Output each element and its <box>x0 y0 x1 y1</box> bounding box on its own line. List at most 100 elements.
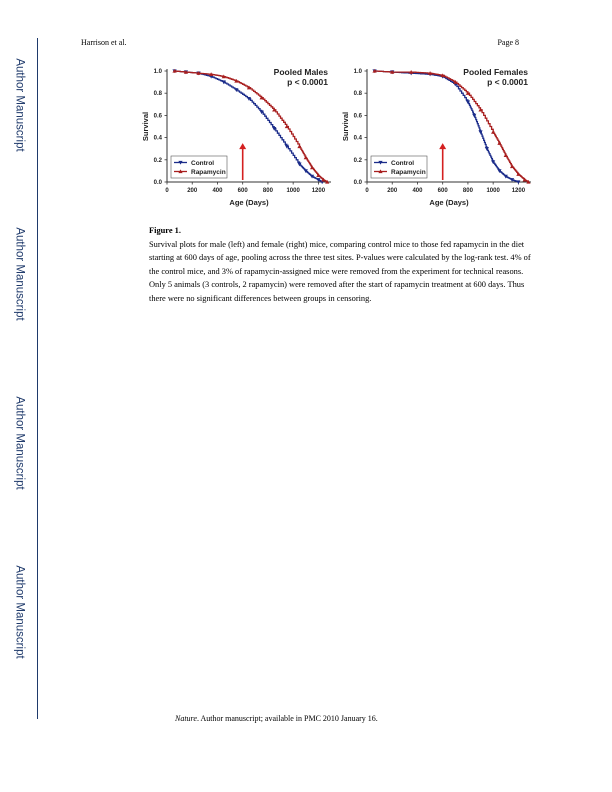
data-point <box>522 177 527 182</box>
y-tick-label: 1.0 <box>354 69 363 75</box>
data-point <box>234 88 239 92</box>
y-tick-label: 0.0 <box>154 180 163 186</box>
data-point <box>465 100 471 105</box>
y-tick-label: 0.0 <box>354 180 363 186</box>
x-tick-label: 200 <box>387 188 398 194</box>
data-point <box>246 85 252 90</box>
data-point <box>272 127 277 131</box>
running-head-author: Harrison et al. <box>81 38 127 47</box>
data-point <box>234 78 239 83</box>
x-tick-label: 1200 <box>512 188 526 194</box>
legend-box <box>170 155 228 179</box>
x-tick-label: 200 <box>187 188 198 194</box>
data-point <box>303 155 308 160</box>
y-tick-label: 0.8 <box>154 91 163 97</box>
chart-panel-1: 0 200 400 600 800 1000 1200 0.0 0.2 0.4 0.6 0.8 1.0 A… <box>141 67 331 207</box>
side-watermark: Author Manuscript <box>14 227 27 321</box>
data-point <box>303 169 308 173</box>
x-tick-label: 1200 <box>312 188 326 194</box>
data-point <box>297 162 302 167</box>
data-point <box>297 144 302 149</box>
data-point <box>503 153 508 158</box>
x-axis-label: Age (Days) <box>429 198 469 207</box>
footer-note: Nature. Author manuscript; available in … <box>175 714 378 723</box>
data-point <box>316 173 321 178</box>
caption-text: Survival plots for male (left) and femal… <box>149 239 531 303</box>
x-tick-label: 1000 <box>486 188 500 194</box>
legend-box <box>370 155 428 179</box>
figure-caption: Figure 1. Survival plots for male (left)… <box>149 224 531 306</box>
legend: Control Rapamycin <box>170 155 228 179</box>
treatment-start-arrowhead <box>239 143 247 150</box>
data-point <box>259 110 264 115</box>
y-tick-label: 0.6 <box>354 113 363 119</box>
data-point <box>509 178 515 182</box>
data-point <box>497 141 502 145</box>
side-watermark: Author Manuscript <box>14 58 27 152</box>
data-point <box>491 160 496 165</box>
y-tick-label: 0.4 <box>154 136 163 142</box>
x-axis-label: Age (Days) <box>229 198 269 207</box>
survival-charts: 0 200 400 600 800 1000 1200 0.0 0.2 0.4 0.6 0.8 1.0 A… <box>141 67 531 207</box>
legend-label: Rapamycin <box>391 169 426 176</box>
x-tick-label: 600 <box>238 188 249 194</box>
series-rapamycin <box>172 68 330 184</box>
data-point <box>172 68 177 73</box>
y-axis-label: Survival <box>341 112 350 141</box>
series-line <box>174 70 328 183</box>
chart-title: Pooled Males <box>274 67 329 77</box>
y-tick-label: 0.8 <box>354 91 363 97</box>
data-point <box>478 107 483 112</box>
y-tick-label: 0.2 <box>154 158 163 164</box>
data-point <box>509 164 515 169</box>
treatment-start-arrowhead <box>439 143 447 150</box>
y-tick-label: 0.6 <box>154 113 163 119</box>
side-watermark: Author Manuscript <box>14 565 27 659</box>
x-tick-label: 0 <box>165 188 169 194</box>
x-tick-label: 0 <box>365 188 369 194</box>
side-watermark: Author Manuscript <box>14 396 27 490</box>
data-point <box>321 177 326 182</box>
data-point <box>516 180 521 185</box>
data-point <box>246 97 252 101</box>
data-point <box>465 91 471 95</box>
data-point <box>440 73 445 78</box>
footer-journal: Nature <box>175 714 197 723</box>
figure-1: 0 200 400 600 800 1000 1200 0.0 0.2 0.4 0.6 0.8 1.0 A… <box>140 58 540 214</box>
data-point <box>453 80 458 84</box>
data-point <box>316 178 321 182</box>
legend-marker <box>178 169 183 174</box>
x-tick-label: 400 <box>212 188 223 194</box>
data-point <box>284 144 289 149</box>
data-point <box>516 172 521 176</box>
x-tick-label: 600 <box>438 188 449 194</box>
data-point <box>497 169 502 173</box>
series-rapamycin <box>372 68 531 184</box>
y-tick-label: 0.4 <box>354 136 363 142</box>
p-value-label: p < 0.0001 <box>287 77 328 87</box>
data-point <box>409 70 414 74</box>
data-point <box>259 95 264 100</box>
x-tick-label: 400 <box>412 188 423 194</box>
chart-title: Pooled Females <box>463 67 528 77</box>
legend-label: Rapamycin <box>191 169 226 176</box>
y-axis-label: Survival <box>141 112 150 141</box>
data-point <box>183 70 189 74</box>
data-point <box>325 179 330 184</box>
legend-marker <box>178 160 183 165</box>
data-point <box>221 80 226 85</box>
data-point <box>309 165 315 170</box>
data-point <box>478 130 483 135</box>
x-tick-label: 1000 <box>286 188 300 194</box>
page-number: Page 8 <box>497 38 519 47</box>
data-point <box>427 71 433 75</box>
legend-label: Control <box>191 160 214 167</box>
data-point <box>526 179 531 184</box>
data-point <box>484 147 489 151</box>
legend: Control Rapamycin <box>370 155 428 179</box>
p-value-label: p < 0.0001 <box>487 77 528 87</box>
y-tick-label: 1.0 <box>154 69 163 75</box>
data-point <box>503 174 508 179</box>
data-point <box>196 71 201 75</box>
y-tick-label: 0.2 <box>354 158 363 164</box>
